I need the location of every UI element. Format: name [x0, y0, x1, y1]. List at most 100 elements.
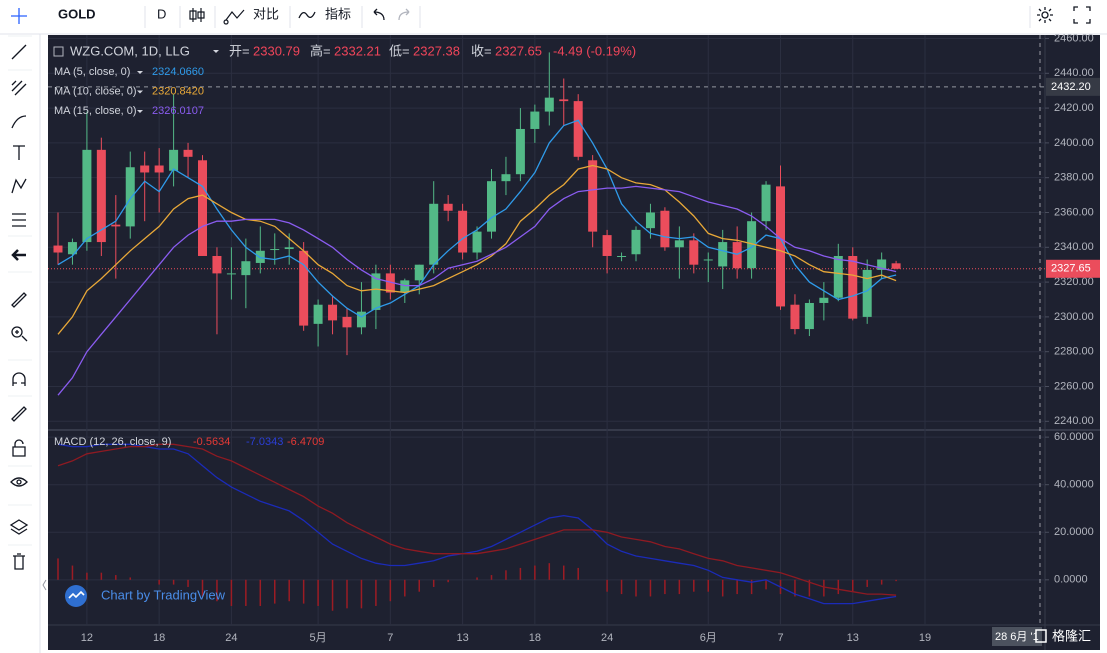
candle-body — [226, 273, 236, 275]
y-tick-label: 60.0000 — [1054, 431, 1094, 443]
x-tick-label: 6月 — [700, 632, 717, 644]
dropdown-arrow — [213, 50, 219, 53]
compare-icon[interactable] — [223, 9, 245, 25]
candle-body — [443, 203, 453, 211]
ohlc-value: 2327.65 — [495, 43, 542, 58]
undo-button[interactable] — [373, 8, 385, 21]
legend-value: 2324.0660 — [152, 66, 204, 78]
magnet-tool[interactable] — [12, 372, 26, 386]
legend-value: 2326.0107 — [152, 105, 204, 117]
collapse-handle[interactable] — [42, 579, 47, 591]
candle-body — [371, 273, 381, 310]
candle-body — [819, 297, 829, 303]
symbol[interactable]: GOLD — [58, 6, 96, 21]
candle-body — [588, 160, 598, 232]
candle-body — [718, 242, 728, 267]
signal-line — [57, 443, 897, 596]
candle-body — [804, 302, 814, 330]
fullscreen-button[interactable] — [1073, 6, 1091, 24]
marker-label: 2432.20 — [1051, 81, 1091, 93]
candle-body — [790, 304, 800, 330]
candle-body — [328, 304, 338, 321]
indicators-button[interactable]: 指标 — [325, 6, 351, 21]
back-tool[interactable] — [11, 249, 26, 261]
y-tick-label: 2440.00 — [1054, 67, 1094, 79]
candle-body — [67, 242, 77, 255]
compare-button[interactable]: 对比 — [253, 6, 279, 21]
watermark[interactable]: Chart by TradingView — [101, 587, 226, 602]
legend-value: -0.5634 — [193, 436, 230, 448]
candle-body — [487, 181, 496, 232]
pattern-tool[interactable] — [11, 178, 27, 194]
crosshair-tool[interactable] — [11, 8, 27, 24]
interval[interactable]: D — [157, 6, 166, 21]
watermark-logo-mark — [68, 590, 85, 599]
candle-body — [559, 99, 569, 102]
zoom-tool[interactable] — [11, 326, 28, 342]
redo-button[interactable] — [398, 8, 410, 21]
candle-body — [515, 128, 525, 175]
candle-body — [313, 304, 323, 324]
candle-body — [732, 242, 742, 269]
candle-body — [183, 149, 193, 157]
date-label: 28 6月 '1 — [995, 631, 1039, 643]
last-price-box — [1046, 259, 1100, 278]
candle-body — [53, 245, 63, 253]
ma-line — [57, 119, 897, 318]
brush-tool[interactable] — [11, 115, 27, 129]
forecast-tool[interactable] — [12, 213, 26, 227]
candle-body — [530, 111, 540, 129]
chart-style-button[interactable] — [189, 8, 205, 22]
ohlc-label: 低= — [389, 43, 410, 58]
fib-tool[interactable] — [11, 80, 27, 96]
x-tick-label: 18 — [153, 632, 165, 644]
candle-body — [472, 231, 482, 253]
candle-body — [833, 255, 843, 298]
ruler-tool[interactable] — [11, 292, 27, 308]
y-tick-label: 2380.00 — [1054, 172, 1094, 184]
date-label-box — [992, 627, 1042, 646]
y-tick-label: 2320.00 — [1054, 276, 1094, 288]
candle-body — [848, 255, 858, 319]
y-tick-label: 2360.00 — [1054, 206, 1094, 218]
ohlc-label: 高= — [310, 43, 331, 58]
logo-text: 格隆汇 — [1052, 628, 1091, 643]
ohlc-value: 2327.38 — [413, 43, 460, 58]
trend-line-tool[interactable] — [11, 44, 27, 60]
text-tool[interactable] — [13, 145, 25, 160]
legend-dropdown — [137, 90, 143, 94]
candle-body — [96, 149, 106, 243]
candle-body — [356, 311, 366, 328]
candle-body — [125, 167, 135, 227]
lock-draw-tool[interactable] — [11, 406, 27, 422]
candle-body — [776, 186, 785, 307]
x-tick-label: 12 — [81, 632, 93, 644]
ohlc-label: 收= — [471, 43, 492, 58]
x-tick-label: 7 — [777, 632, 783, 644]
candle-body — [385, 273, 395, 293]
x-tick-label: 5月 — [310, 632, 327, 644]
trash-tool[interactable] — [13, 553, 25, 570]
legend-dropdown — [137, 110, 143, 113]
y-tick-label: 2260.00 — [1054, 380, 1094, 392]
candle-body — [429, 203, 439, 265]
legend-value: 2320.8420 — [152, 85, 204, 97]
legend-dropdown — [137, 71, 143, 74]
y-tick-label: 2340.00 — [1054, 241, 1094, 253]
eye-tool[interactable] — [10, 477, 28, 487]
top-toolbar — [0, 0, 1107, 34]
indicators-icon[interactable] — [298, 11, 316, 19]
chart-title: WZG.COM, 1D, LLG — [70, 43, 190, 58]
candle-body — [255, 250, 265, 263]
candle-body — [674, 240, 684, 248]
y-tick-label: 2240.00 — [1054, 415, 1094, 427]
lock-tool[interactable] — [12, 439, 26, 457]
legend-name: MA (5, close, 0) — [54, 66, 130, 78]
candle-body — [284, 247, 294, 250]
ma-line — [57, 164, 897, 335]
change-value: -4.49 (-0.19%) — [553, 43, 636, 58]
layers-tool[interactable] — [9, 519, 29, 535]
chart-layer: 12 18 24 5月 7 13 18 24 6月 7 13 19 2460.00 2440.00 2420… — [48, 32, 1100, 644]
settings-button[interactable] — [1037, 7, 1053, 23]
